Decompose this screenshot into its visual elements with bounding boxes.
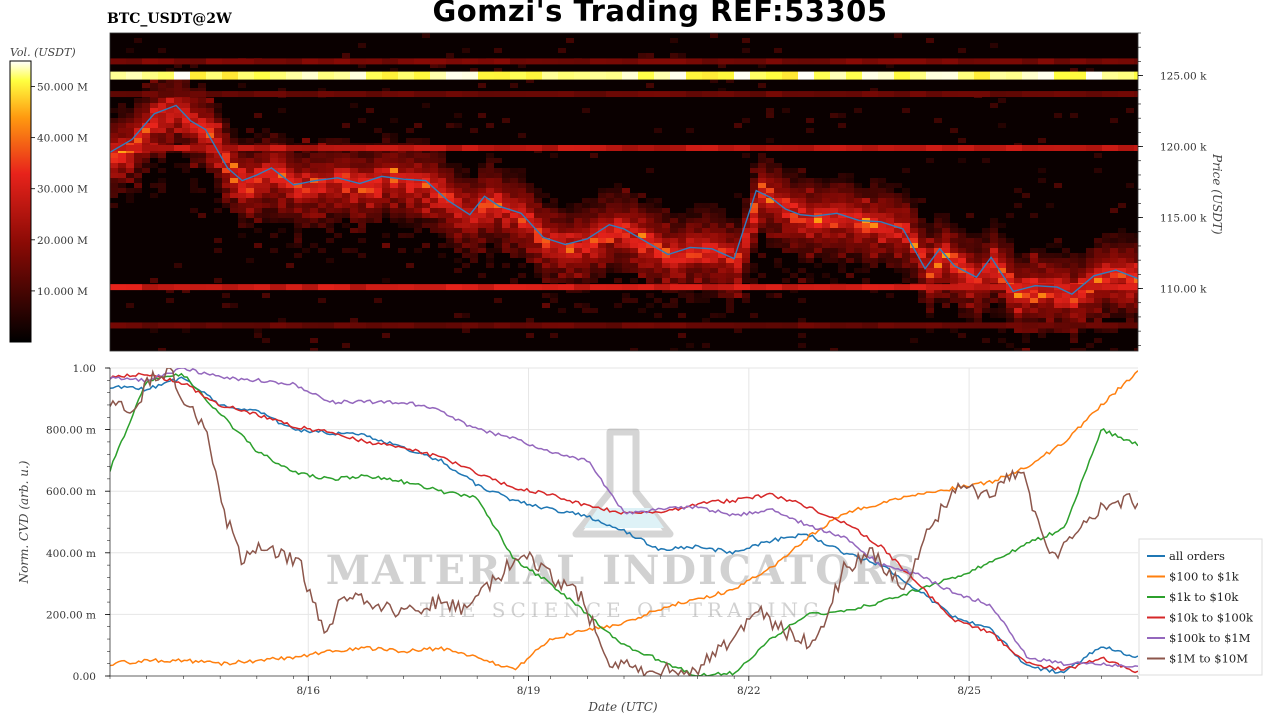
colorbar-tick-label: 30.000 M xyxy=(37,184,88,196)
legend: all orders $100 to $1k $1k to $10k $10k to … xyxy=(1138,538,1263,676)
date-tick-label: 8/16 xyxy=(296,685,320,697)
colorbar-tick-label: 40.000 M xyxy=(37,133,88,145)
legend-entry: all orders xyxy=(1169,549,1225,563)
symbol-label: BTC_USDT@2W xyxy=(107,11,232,27)
colorbar-tick-label: 50.000 M xyxy=(37,82,88,94)
price-line xyxy=(110,104,1138,296)
date-tick-label: 8/22 xyxy=(737,685,761,697)
cvd-y-tick-label: 1.00 xyxy=(73,363,96,375)
price-tick-label: 125.00 k xyxy=(1160,71,1207,83)
date-axis-label: Date (UTC) xyxy=(587,700,657,714)
cvd-series-1 xyxy=(110,370,1138,671)
watermark-subtitle: THE SCIENCE OF TRADING xyxy=(420,598,824,622)
date-tick-label: 8/25 xyxy=(957,685,981,697)
colorbar-tick-label: 20.000 M xyxy=(37,235,88,247)
legend-entry: $100k to $1M xyxy=(1169,631,1251,645)
price-tick-label: 115.00 k xyxy=(1160,213,1207,225)
legend-entry: $10k to $100k xyxy=(1169,611,1254,625)
colorbar-tick-label: 10.000 M xyxy=(37,286,88,298)
price-axis-label: Price (USDT) xyxy=(1210,153,1224,235)
chart-title: Gomzi's Trading REF:53305 xyxy=(432,0,888,28)
date-tick-label: 8/19 xyxy=(517,685,541,697)
cvd-series-2 xyxy=(110,372,1138,676)
colorbar-gradient xyxy=(9,60,32,343)
cvd-panel: MATERIAL INDICATORS THE SCIENCE OF TRADI… xyxy=(17,363,1139,714)
cvd-y-tick-label: 200.00 m xyxy=(46,609,96,621)
price-tick-label: 110.00 k xyxy=(1160,284,1207,296)
heatmap-panel: 110.00 k 115.00 k 120.00 k 125.00 k Price (… xyxy=(109,32,1224,352)
cvd-y-tick-label: 400.00 m xyxy=(46,548,96,560)
price-tick-label: 120.00 k xyxy=(1160,142,1207,154)
cvd-series-4 xyxy=(110,368,1138,668)
legend-entry: $1M to $10M xyxy=(1169,652,1248,666)
colorbar: Vol. (USDT) 10.000 M 20.000 M 30.000 M 40.0… xyxy=(9,46,88,343)
watermark: MATERIAL INDICATORS THE SCIENCE OF TRADI… xyxy=(326,428,919,622)
cvd-series-5 xyxy=(110,368,1138,676)
cvd-y-tick-label: 800.00 m xyxy=(46,425,96,437)
cvd-y-axis-label: Norm. CVD (arb. u.) xyxy=(17,460,31,584)
cvd-y-tick-label: 0.00 xyxy=(73,671,96,683)
cvd-series-0 xyxy=(110,376,1138,674)
watermark-title: MATERIAL INDICATORS xyxy=(326,547,919,594)
colorbar-label: Vol. (USDT) xyxy=(10,46,76,59)
legend-entry: $100 to $1k xyxy=(1169,570,1240,584)
legend-entry: $1k to $10k xyxy=(1169,590,1239,604)
cvd-y-tick-label: 600.00 m xyxy=(46,486,96,498)
cvd-background xyxy=(110,368,1138,676)
